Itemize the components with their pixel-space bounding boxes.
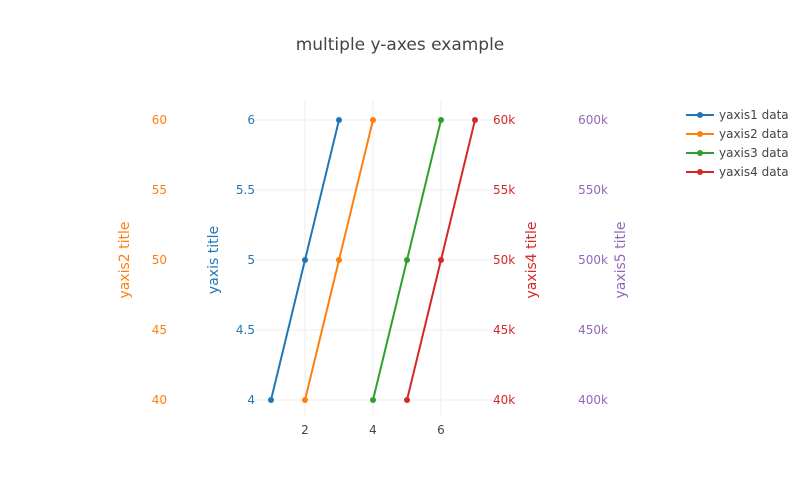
x-tick-label: 6 (437, 423, 445, 437)
series-4 (404, 117, 478, 403)
axes-layer: 2 4 6 4 4.5 5 5.5 6 yaxis title 40 45 50 55 60 yaxis2 … (117, 113, 629, 437)
y4-tick-label: 40k (493, 393, 515, 407)
data-point[interactable] (404, 397, 410, 403)
y5-tick-label: 400k (578, 393, 608, 407)
legend-item[interactable]: yaxis2 data (686, 127, 789, 141)
data-point[interactable] (302, 257, 308, 263)
series-layer (268, 117, 478, 403)
y4-tick-label: 50k (493, 253, 515, 267)
legend-item[interactable]: yaxis4 data (686, 165, 789, 179)
legend-label: yaxis4 data (719, 165, 789, 179)
series-1 (268, 117, 342, 403)
y1-axis-title: yaxis title (206, 226, 222, 294)
y5-tick-label: 500k (578, 253, 608, 267)
y4-axis-title: yaxis4 title (524, 221, 540, 298)
data-point[interactable] (268, 397, 274, 403)
y1-tick-label: 6 (247, 113, 255, 127)
legend-swatch-marker (697, 112, 703, 118)
legend-item[interactable]: yaxis1 data (686, 108, 789, 122)
x-tick-label: 2 (301, 423, 309, 437)
data-point[interactable] (438, 117, 444, 123)
data-point[interactable] (336, 117, 342, 123)
data-point[interactable] (472, 117, 478, 123)
data-point[interactable] (404, 257, 410, 263)
y2-tick-label: 50 (152, 253, 167, 267)
legend-swatch-marker (697, 150, 703, 156)
legend[interactable]: yaxis1 data yaxis2 data yaxis3 data yaxis4 … (686, 108, 789, 179)
y4-tick-label: 60k (493, 113, 515, 127)
series-2 (302, 117, 376, 403)
y1-tick-label: 5 (247, 253, 255, 267)
legend-item[interactable]: yaxis3 data (686, 146, 789, 160)
legend-label: yaxis1 data (719, 108, 789, 122)
y4-tick-label: 45k (493, 323, 515, 337)
legend-label: yaxis2 data (719, 127, 789, 141)
y5-tick-label: 600k (578, 113, 608, 127)
y5-tick-label: 550k (578, 183, 608, 197)
data-point[interactable] (336, 257, 342, 263)
legend-label: yaxis3 data (719, 146, 789, 160)
data-point[interactable] (302, 397, 308, 403)
x-tick-label: 4 (369, 423, 377, 437)
y4-tick-label: 55k (493, 183, 515, 197)
y2-axis-title: yaxis2 title (117, 221, 133, 298)
y2-tick-label: 55 (152, 183, 167, 197)
series-3 (370, 117, 444, 403)
y1-tick-label: 4.5 (236, 323, 255, 337)
data-point[interactable] (370, 117, 376, 123)
y1-tick-label: 4 (247, 393, 255, 407)
data-point[interactable] (438, 257, 444, 263)
y2-tick-label: 60 (152, 113, 167, 127)
y5-axis-title: yaxis5 title (613, 221, 629, 298)
y1-tick-label: 5.5 (236, 183, 255, 197)
y2-tick-label: 40 (152, 393, 167, 407)
y5-tick-label: 450k (578, 323, 608, 337)
legend-swatch-marker (697, 169, 703, 175)
y2-tick-label: 45 (152, 323, 167, 337)
chart-title: multiple y-axes example (296, 35, 505, 55)
data-point[interactable] (370, 397, 376, 403)
legend-swatch-marker (697, 131, 703, 137)
